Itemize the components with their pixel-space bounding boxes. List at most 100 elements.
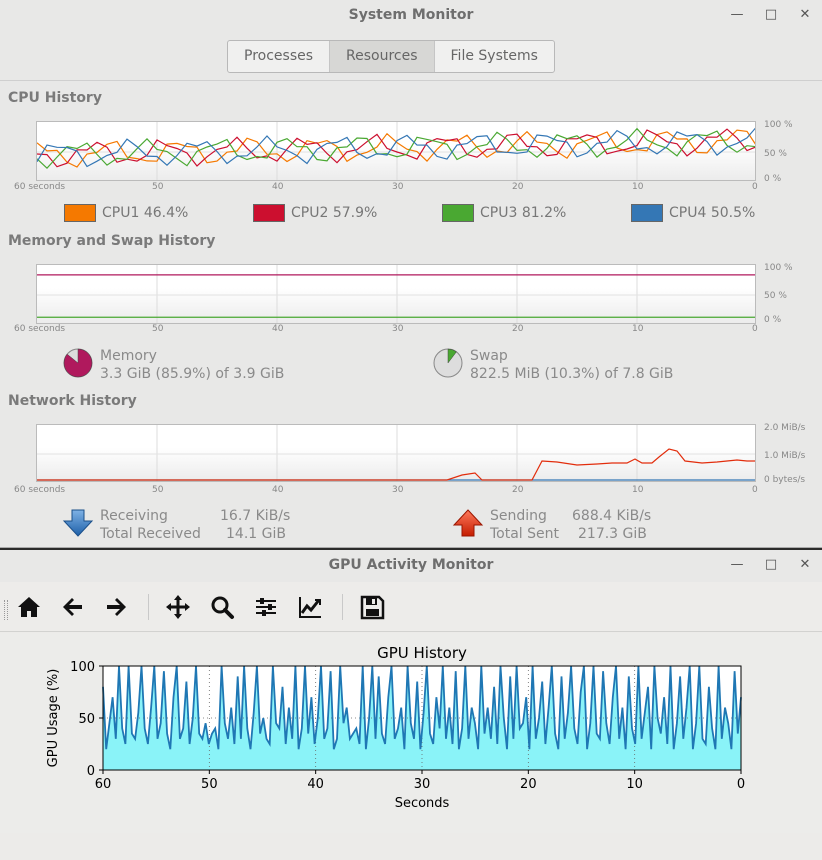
y-axis-label: GPU Usage (%): [46, 669, 61, 768]
mem-xtick: 0: [752, 324, 758, 334]
total-received-value: 14.1 GiB: [226, 526, 286, 542]
back-icon[interactable]: [58, 592, 88, 622]
cpu1-name: CPU1: [102, 205, 140, 221]
view-tabs: Processes Resources File Systems: [227, 40, 555, 73]
cpu-xtick: 20: [512, 182, 524, 192]
cpu3-color-swatch[interactable]: [442, 204, 474, 222]
swap-label: Swap: [470, 348, 508, 364]
cpu3-name: CPU3: [480, 205, 518, 221]
pan-icon[interactable]: [163, 592, 193, 622]
sending-arrow-icon[interactable]: [452, 508, 484, 538]
tab-file-systems[interactable]: File Systems: [450, 48, 538, 64]
memory-pie-icon[interactable]: [62, 347, 94, 379]
send-history-line: [37, 448, 755, 481]
cpu-ytick-0: 0 %: [764, 174, 782, 184]
cpu4-history-line: [37, 127, 755, 168]
net-xtick: 60 seconds: [14, 485, 66, 495]
mem-xtick: 30: [392, 324, 404, 334]
net-ytick-top: 2.0 MiB/s: [764, 423, 806, 433]
network-history-graph: [36, 424, 756, 482]
edit-axis-icon[interactable]: [295, 592, 325, 622]
system-monitor-window: System Monitor — □ ✕ Processes Resources…: [0, 0, 822, 548]
x-axis-label: Seconds: [395, 796, 450, 811]
home-icon[interactable]: [14, 592, 44, 622]
cpu-history-graph: [36, 121, 756, 181]
gpu-titlebar[interactable]: GPU Activity Monitor — □ ✕: [0, 550, 822, 582]
sysmon-titlebar[interactable]: System Monitor — □ ✕: [0, 0, 822, 32]
tab-processes[interactable]: Processes: [228, 41, 331, 72]
cpu-history-svg: [37, 122, 755, 180]
network-history-heading: Network History: [8, 393, 137, 409]
cpu4-legend[interactable]: CPU4 50.5%: [631, 204, 755, 222]
x-tick-label: 30: [414, 777, 431, 792]
swap-value: 822.5 MiB (10.3%) of 7.8 GiB: [470, 366, 674, 382]
toolbar-grip[interactable]: [4, 600, 8, 620]
memory-history-heading: Memory and Swap History: [8, 233, 216, 249]
toolbar-separator: [148, 594, 149, 620]
cpu-xtick: 30: [392, 182, 404, 192]
plot-toolbar: [0, 582, 822, 632]
gpu-close-button[interactable]: ✕: [799, 557, 811, 572]
cpu-xtick: 60 seconds: [14, 182, 66, 192]
gpu-minimize-button[interactable]: —: [730, 557, 744, 572]
net-xtick: 30: [392, 485, 404, 495]
x-tick-label: 20: [520, 777, 537, 792]
net-xtick: 40: [272, 485, 284, 495]
x-tick-label: 60: [95, 777, 112, 792]
tab-resources[interactable]: Resources: [330, 41, 435, 72]
receiving-arrow-icon[interactable]: [62, 508, 94, 538]
cpu3-history-line: [37, 127, 755, 170]
receiving-label: Receiving: [100, 508, 168, 524]
net-ytick-mid: 1.0 MiB/s: [764, 451, 806, 461]
memory-history-svg: [37, 265, 755, 323]
mem-xtick: 40: [272, 324, 284, 334]
y-tick-label: 100: [70, 660, 95, 675]
tab-divider: [0, 80, 822, 81]
mem-xtick: 10: [632, 324, 644, 334]
net-xtick: 10: [632, 485, 644, 495]
save-icon[interactable]: [357, 592, 387, 622]
memory-label: Memory: [100, 348, 157, 364]
net-xtick: 50: [152, 485, 164, 495]
cpu2-name: CPU2: [291, 205, 329, 221]
gpu-maximize-button[interactable]: □: [764, 557, 778, 572]
cpu4-color-swatch[interactable]: [631, 204, 663, 222]
gpu-usage-line: [102, 665, 742, 750]
cpu2-legend[interactable]: CPU2 57.9%: [253, 204, 377, 222]
gpu-title: GPU Activity Monitor: [328, 557, 494, 573]
swap-pie-icon[interactable]: [432, 347, 464, 379]
cpu2-value: 57.9%: [332, 205, 378, 221]
memory-info: Memory 3.3 GiB (85.9%) of 3.9 GiB: [62, 347, 284, 383]
x-tick-label: 0: [737, 777, 745, 792]
close-button[interactable]: ✕: [799, 7, 811, 22]
x-tick-label: 10: [626, 777, 643, 792]
configure-icon[interactable]: [251, 592, 281, 622]
cpu4-value: 50.5%: [710, 205, 756, 221]
cpu1-color-swatch[interactable]: [64, 204, 96, 222]
cpu1-value: 46.4%: [143, 205, 189, 221]
receiving-value: 16.7 KiB/s: [220, 508, 291, 524]
cpu-history-heading: CPU History: [8, 90, 102, 106]
total-sent-label: Total Sent: [490, 526, 560, 542]
sending-value: 688.4 KiB/s: [572, 508, 652, 524]
cpu3-legend[interactable]: CPU3 81.2%: [442, 204, 566, 222]
maximize-button[interactable]: □: [764, 7, 778, 22]
x-tick-label: 50: [201, 777, 218, 792]
cpu-xtick: 0: [752, 182, 758, 192]
forward-icon[interactable]: [101, 592, 131, 622]
minimize-button[interactable]: —: [730, 7, 744, 22]
sysmon-title: System Monitor: [348, 7, 474, 23]
zoom-icon[interactable]: [207, 592, 237, 622]
cpu3-value: 81.2%: [521, 205, 567, 221]
cpu-ytick-50: 50 %: [764, 149, 787, 159]
total-received-label: Total Received: [100, 526, 201, 542]
y-tick-label: 0: [87, 764, 95, 779]
x-tick-label: 40: [307, 777, 324, 792]
memory-history-graph: [36, 264, 756, 324]
cpu2-history-line: [37, 128, 755, 168]
swap-info: Swap 822.5 MiB (10.3%) of 7.8 GiB: [432, 347, 673, 383]
cpu1-legend[interactable]: CPU1 46.4%: [64, 204, 188, 222]
cpu2-color-swatch[interactable]: [253, 204, 285, 222]
gpu-monitor-window: GPU Activity Monitor — □ ✕: [0, 550, 822, 860]
